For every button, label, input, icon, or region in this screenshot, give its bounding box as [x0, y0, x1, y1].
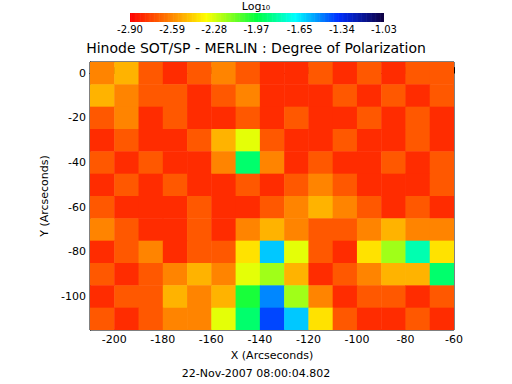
svg-text:-60: -60 [445, 333, 463, 346]
svg-text:-2.90: -2.90 [117, 24, 143, 35]
svg-text:Y (Arcseconds): Y (Arcseconds) [38, 155, 51, 238]
svg-text:-1.97: -1.97 [243, 24, 269, 35]
svg-text:X (Arcseconds): X (Arcseconds) [231, 349, 313, 362]
svg-text:-160: -160 [199, 333, 224, 346]
svg-text:-20: -20 [68, 111, 86, 124]
svg-text:22-Nov-2007 08:00:04.802: 22-Nov-2007 08:00:04.802 [182, 367, 330, 380]
svg-text:-200: -200 [102, 333, 127, 346]
svg-text:-120: -120 [296, 333, 321, 346]
svg-text:Hinode SOT/SP - MERLIN : Degre: Hinode SOT/SP - MERLIN : Degree of Polar… [86, 40, 426, 56]
svg-text:Log₁₀: Log₁₀ [242, 0, 271, 13]
svg-text:0: 0 [79, 67, 86, 80]
svg-text:-40: -40 [68, 156, 86, 169]
svg-text:-140: -140 [247, 333, 272, 346]
svg-text:-2.59: -2.59 [159, 24, 185, 35]
svg-text:-80: -80 [68, 245, 86, 258]
svg-text:-100: -100 [61, 290, 86, 303]
svg-text:-100: -100 [344, 333, 369, 346]
svg-text:-60: -60 [68, 201, 86, 214]
svg-text:-180: -180 [150, 333, 175, 346]
svg-text:-1.03: -1.03 [371, 24, 397, 35]
svg-text:-1.34: -1.34 [329, 24, 355, 35]
svg-text:-1.65: -1.65 [287, 24, 313, 35]
svg-text:-80: -80 [396, 333, 414, 346]
svg-text:-2.28: -2.28 [201, 24, 227, 35]
